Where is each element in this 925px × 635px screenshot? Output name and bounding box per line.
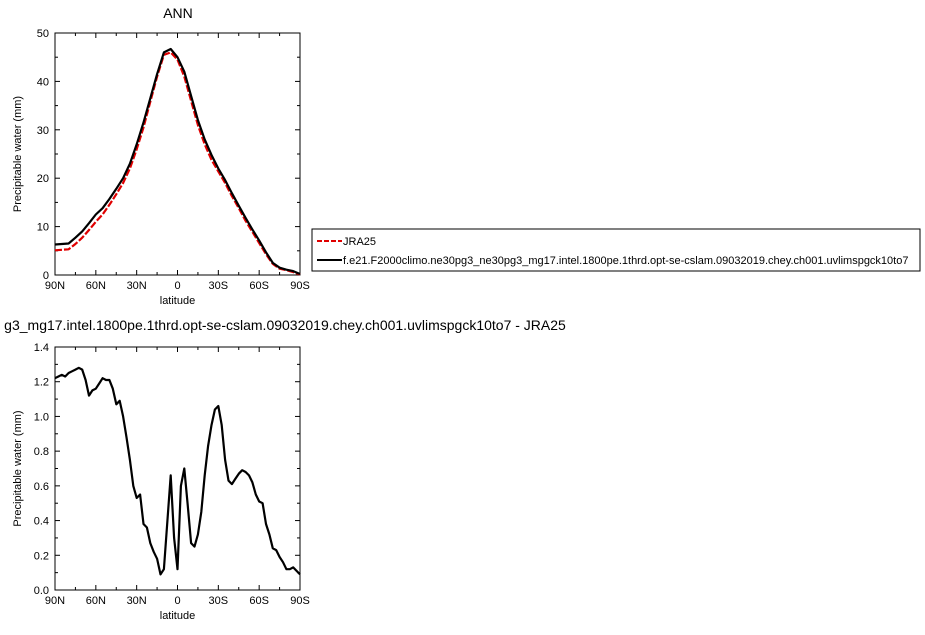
x-axis-label: latitude [160, 610, 195, 622]
y-tick-label: 0.6 [34, 481, 49, 493]
x-tick-label: 30S [209, 595, 229, 607]
y-tick-label: 0.2 [34, 550, 49, 562]
y-tick-label: 20 [37, 173, 49, 185]
chart-title: g3_mg17.intel.1800pe.1thrd.opt-se-cslam.… [4, 317, 566, 333]
x-tick-label: 60S [249, 595, 269, 607]
x-tick-label: 0 [174, 280, 180, 292]
y-tick-label: 1.2 [34, 377, 49, 389]
y-axis-label: Precipitable water (mm) [12, 410, 24, 526]
x-tick-label: 90N [45, 280, 65, 292]
x-tick-label: 60N [86, 595, 106, 607]
y-tick-label: 0.4 [34, 516, 49, 528]
series-line-1 [54, 51, 301, 276]
x-tick-label: 60S [249, 280, 269, 292]
x-tick-label: 90S [290, 595, 310, 607]
chart-2: g3_mg17.intel.1800pe.1thrd.opt-se-cslam.… [4, 317, 566, 622]
y-tick-label: 30 [37, 125, 49, 137]
legend-label-2: f.e21.F2000climo.ne30pg3_ne30pg3_mg17.in… [343, 255, 908, 267]
x-tick-label: 90S [290, 280, 310, 292]
x-tick-label: 60N [86, 280, 106, 292]
y-tick-label: 0 [43, 270, 49, 282]
x-tick-label: 30S [209, 280, 229, 292]
y-axis-label: Precipitable water (mm) [12, 96, 24, 212]
y-tick-label: 0.0 [34, 585, 49, 597]
y-tick-label: 1.0 [34, 411, 49, 423]
series-line-2 [54, 47, 301, 276]
legend-box [311, 228, 921, 272]
legend-label-1: JRA25 [343, 236, 376, 248]
x-tick-label: 0 [174, 595, 180, 607]
legend: JRA25 f.e21.F2000climo.ne30pg3_ne30pg3_mg… [311, 228, 921, 272]
y-tick-label: 10 [37, 222, 49, 234]
y-tick-label: 40 [37, 76, 49, 88]
x-tick-label: 90N [45, 595, 65, 607]
x-tick-label: 30N [127, 595, 147, 607]
plot-frame [54, 32, 301, 276]
x-tick-label: 30N [127, 280, 147, 292]
y-tick-label: 0.8 [34, 446, 49, 458]
chart-1: ANN 90N 60N 30N 0 30S 60S 90S 0 10 20 30 40 50 latitud… [12, 5, 310, 307]
chart-title: ANN [163, 5, 193, 21]
y-tick-label: 1.4 [34, 342, 49, 354]
x-axis-label: latitude [160, 295, 195, 307]
y-tick-label: 50 [37, 28, 49, 40]
series-line-1 [54, 366, 301, 576]
